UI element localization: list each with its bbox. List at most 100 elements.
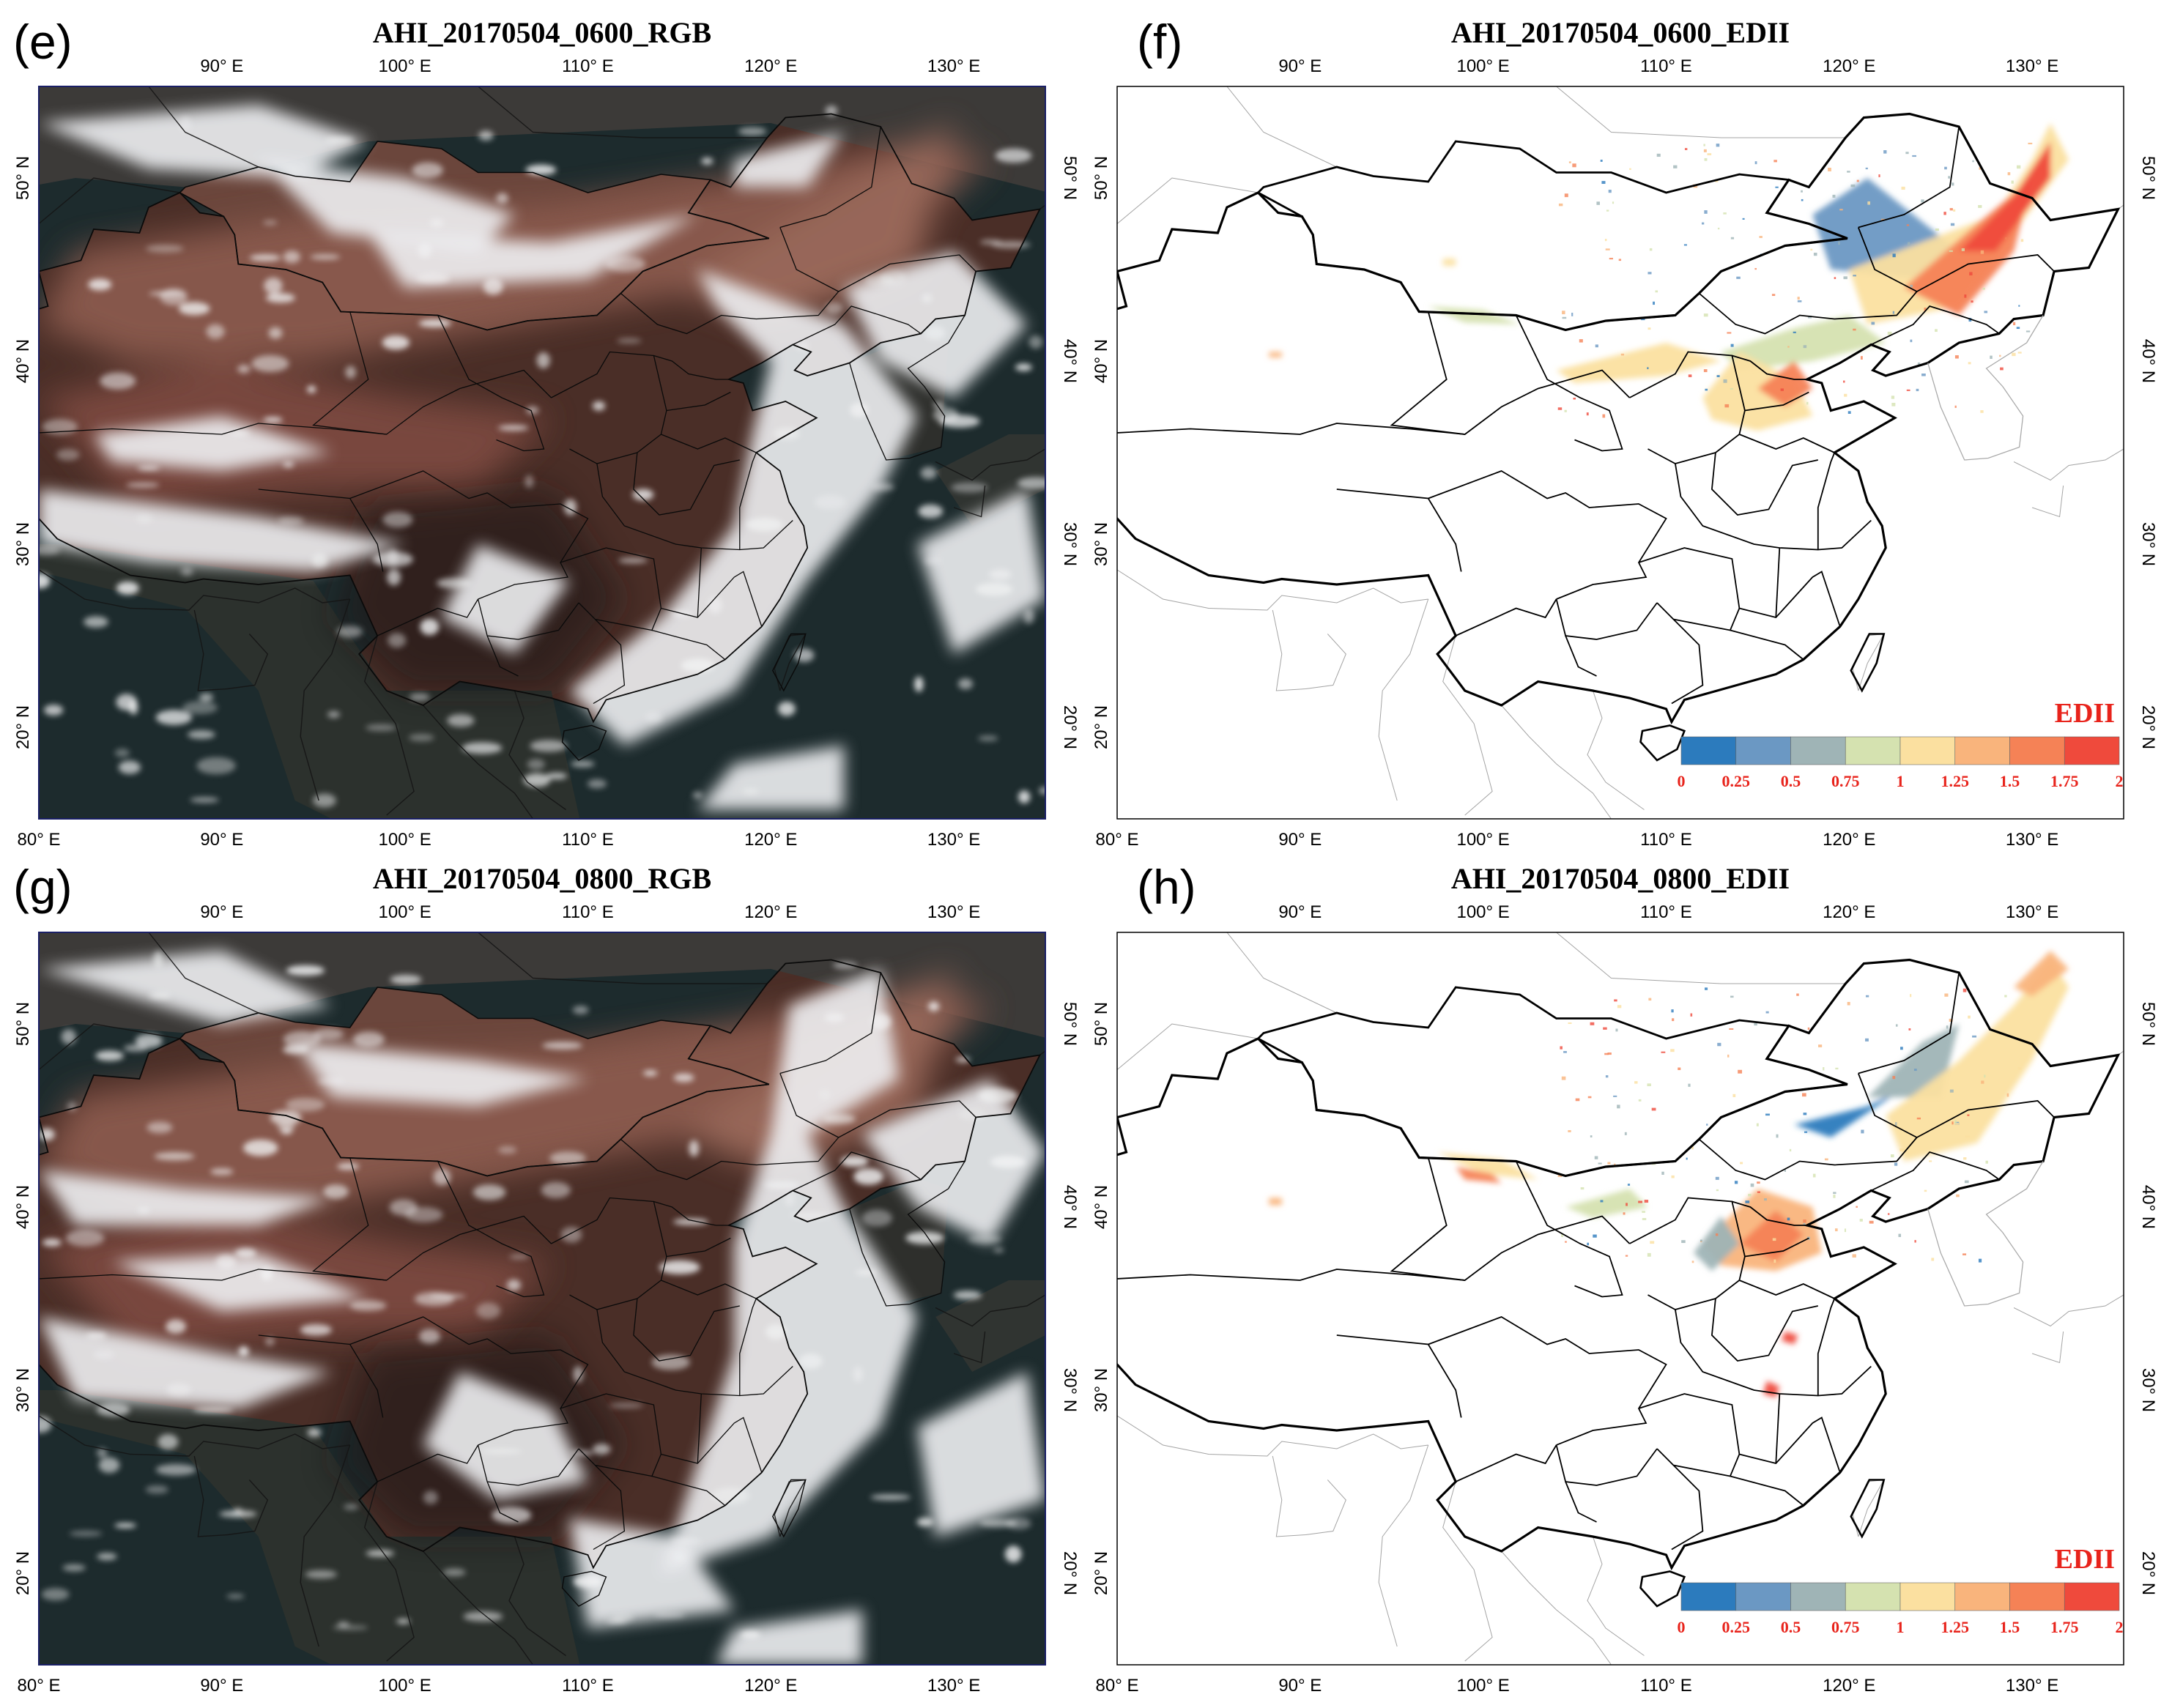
- axis-tick-label: 80° E: [18, 1676, 61, 1696]
- axis-tick-label: 110° E: [1640, 56, 1692, 76]
- axis-tick-label: 80° E: [18, 830, 61, 850]
- axis-tick-label: 30° N: [1091, 1368, 1111, 1412]
- axis-tick-label: 40° N: [1091, 339, 1111, 383]
- axis-tick-label: 80° E: [1096, 1676, 1139, 1696]
- axis-tick-label: 100° E: [378, 1676, 431, 1696]
- axis-tick-label: 20° N: [1060, 1551, 1080, 1595]
- panel-e-rgb-map: [38, 86, 1046, 820]
- axis-tick-label: 20° N: [1091, 1551, 1111, 1595]
- colorbar-title: EDII: [2055, 698, 2115, 729]
- axis-tick-label: 120° E: [744, 56, 797, 76]
- axis-tick-label: 110° E: [562, 830, 614, 850]
- axis-tick-label: 90° E: [200, 1676, 243, 1696]
- axis-tick-label: 100° E: [1456, 830, 1509, 850]
- colorbar-swatch: [1845, 1582, 1901, 1611]
- axis-tick-label: 110° E: [1640, 830, 1692, 850]
- axis-tick-label: 110° E: [562, 902, 614, 922]
- axis-tick-label: 40° N: [1060, 1185, 1080, 1229]
- axis-tick-label: 30° N: [1060, 522, 1080, 566]
- colorbar-swatch: [1899, 1582, 1956, 1611]
- axis-tick-label: 130° E: [927, 830, 980, 850]
- panel-title-f: AHI_20170504_0600_EDII: [1451, 16, 1790, 49]
- axis-tick-label: 50° N: [2138, 1002, 2158, 1046]
- axis-tick-label: 20° N: [1091, 705, 1111, 749]
- axis-tick-label: 30° N: [13, 1368, 33, 1412]
- axis-tick-label: 20° N: [13, 1551, 33, 1595]
- panel-f-edii-map: EDII 0 0.25 0.5 0.75 1 1.25 1.5 1.75 2: [1116, 86, 2124, 820]
- axis-tick-label: 90° E: [200, 830, 243, 850]
- colorbar-tick-label: 0.25: [1722, 772, 1751, 790]
- colorbar-tick-label: 0.75: [1831, 1618, 1860, 1636]
- colorbar-tick-label: 0.5: [1781, 772, 1801, 790]
- axis-tick-label: 80° E: [1096, 830, 1139, 850]
- axis-tick-label: 110° E: [562, 56, 614, 76]
- colorbar-tick-label: 0.75: [1831, 772, 1860, 790]
- axis-tick-label: 100° E: [378, 830, 431, 850]
- axis-tick-label: 100° E: [1456, 902, 1509, 922]
- axis-tick-label: 100° E: [1456, 1676, 1509, 1696]
- axis-tick-label: 20° N: [1060, 705, 1080, 749]
- axis-tick-label: 110° E: [562, 1676, 614, 1696]
- axis-tick-label: 40° N: [13, 339, 33, 383]
- axis-tick-label: 50° N: [1091, 156, 1111, 200]
- axis-tick-label: 90° E: [200, 902, 243, 922]
- panel-letter-e: (e): [13, 15, 73, 69]
- axis-tick-label: 100° E: [1456, 56, 1509, 76]
- colorbar-tick-label: 1.5: [2000, 772, 2020, 790]
- axis-tick-label: 100° E: [378, 56, 431, 76]
- colorbar-swatch: [1735, 1582, 1791, 1611]
- colorbar-swatch: [1790, 736, 1846, 765]
- panel-letter-f: (f): [1137, 15, 1182, 69]
- axis-tick-label: 110° E: [1640, 1676, 1692, 1696]
- axis-tick-label: 90° E: [1278, 1676, 1322, 1696]
- axis-tick-label: 50° N: [1060, 1002, 1080, 1046]
- axis-tick-label: 120° E: [1823, 902, 1875, 922]
- edii-colorbar: EDII 0 0.25 0.5 0.75 1 1.25 1.5 1.75 2: [1678, 1544, 2124, 1636]
- axis-tick-label: 30° N: [13, 522, 33, 566]
- axis-tick-label: 130° E: [2006, 902, 2058, 922]
- axis-tick-label: 130° E: [2006, 56, 2058, 76]
- axis-tick-label: 130° E: [927, 902, 980, 922]
- axis-tick-label: 30° N: [1091, 522, 1111, 566]
- colorbar-tick-label: 0: [1678, 772, 1686, 790]
- colorbar-swatch: [1680, 736, 1737, 765]
- colorbar-swatch: [1845, 736, 1901, 765]
- panel-title-g: AHI_20170504_0800_RGB: [373, 862, 711, 895]
- axis-tick-labels: 90° E 100° E 110° E 120° E 130° E 80° E 90° E 1…: [13, 56, 2158, 1696]
- axis-tick-label: 50° N: [1060, 156, 1080, 200]
- axis-tick-label: 90° E: [1278, 830, 1322, 850]
- panel-g-rgb-map: [38, 932, 1046, 1666]
- colorbar-swatch: [1954, 1582, 2010, 1611]
- panel-title-e: AHI_20170504_0600_RGB: [373, 16, 711, 49]
- axis-tick-label: 40° N: [1091, 1185, 1111, 1229]
- colorbar-tick-label: 1.25: [1941, 772, 1970, 790]
- axis-tick-label: 100° E: [378, 902, 431, 922]
- axis-tick-label: 130° E: [2006, 830, 2058, 850]
- axis-tick-label: 50° N: [13, 1002, 33, 1046]
- panel-title-h: AHI_20170504_0800_EDII: [1451, 862, 1790, 895]
- axis-tick-label: 50° N: [2138, 156, 2158, 200]
- colorbar-tick-label: 1.25: [1941, 1618, 1970, 1636]
- colorbar-tick-label: 2: [2116, 1618, 2124, 1636]
- colorbar-tick-label: 0.25: [1722, 1618, 1751, 1636]
- axis-tick-label: 120° E: [744, 902, 797, 922]
- axis-tick-label: 50° N: [13, 156, 33, 200]
- colorbar-swatch: [1790, 1582, 1846, 1611]
- colorbar-tick-label: 1.75: [2050, 772, 2079, 790]
- axis-tick-label: 50° N: [1091, 1002, 1111, 1046]
- colorbar-swatch: [2009, 736, 2065, 765]
- colorbar-tick-label: 1.75: [2050, 1618, 2079, 1636]
- axis-tick-label: 20° N: [2138, 1551, 2158, 1595]
- axis-tick-label: 120° E: [1823, 830, 1875, 850]
- axis-tick-label: 120° E: [744, 1676, 797, 1696]
- colorbar-swatch: [1680, 1582, 1737, 1611]
- colorbar-tick-label: 1.5: [2000, 1618, 2020, 1636]
- axis-tick-label: 20° N: [2138, 705, 2158, 749]
- colorbar-tick-label: 1: [1897, 772, 1905, 790]
- axis-tick-label: 40° N: [2138, 1185, 2158, 1229]
- panel-letter-h: (h): [1137, 860, 1196, 914]
- colorbar-tick-label: 2: [2116, 772, 2124, 790]
- axis-tick-label: 130° E: [2006, 1676, 2058, 1696]
- axis-tick-label: 90° E: [1278, 56, 1322, 76]
